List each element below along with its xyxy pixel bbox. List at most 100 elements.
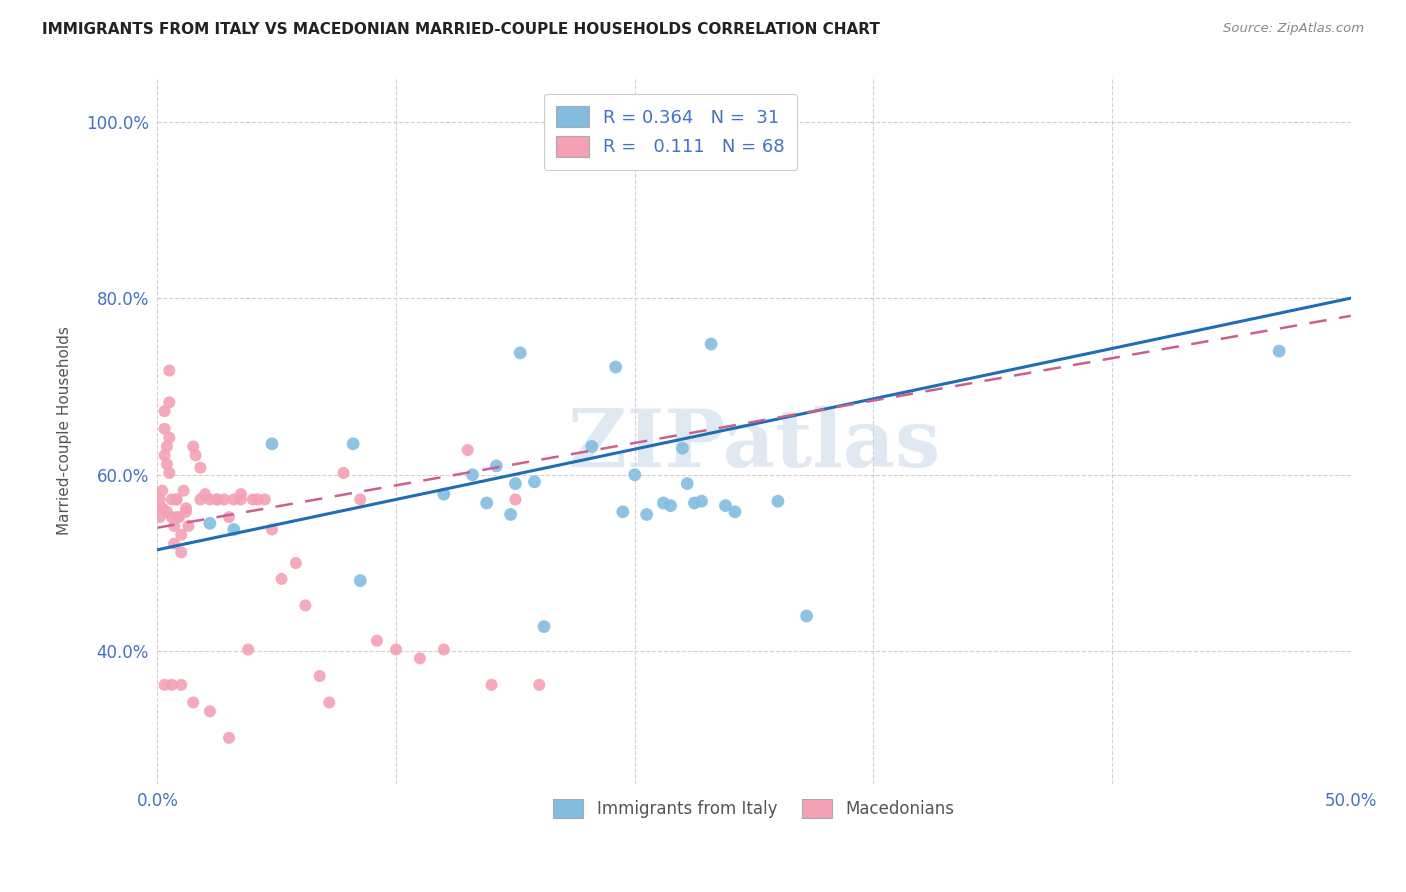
Point bbox=[676, 476, 699, 491]
Point bbox=[160, 510, 183, 524]
Point bbox=[170, 528, 193, 542]
Text: Source: ZipAtlas.com: Source: ZipAtlas.com bbox=[1223, 22, 1364, 36]
Point bbox=[671, 442, 693, 456]
Point bbox=[366, 633, 388, 648]
Point bbox=[181, 696, 204, 710]
Point bbox=[167, 510, 190, 524]
Point bbox=[160, 492, 183, 507]
Point bbox=[700, 337, 723, 351]
Point bbox=[659, 499, 682, 513]
Point bbox=[177, 519, 200, 533]
Point bbox=[385, 642, 408, 657]
Point bbox=[153, 422, 176, 436]
Point bbox=[166, 492, 188, 507]
Point bbox=[284, 556, 307, 570]
Point bbox=[149, 492, 172, 507]
Point bbox=[581, 440, 603, 454]
Point bbox=[163, 519, 186, 533]
Point bbox=[150, 501, 173, 516]
Point bbox=[724, 505, 747, 519]
Point bbox=[485, 458, 508, 473]
Point bbox=[499, 508, 522, 522]
Point bbox=[212, 492, 235, 507]
Point bbox=[222, 523, 245, 537]
Point bbox=[174, 505, 197, 519]
Point bbox=[690, 494, 713, 508]
Y-axis label: Married-couple Households: Married-couple Households bbox=[58, 326, 72, 535]
Point bbox=[157, 466, 180, 480]
Point bbox=[253, 492, 276, 507]
Point bbox=[156, 457, 179, 471]
Point bbox=[190, 460, 212, 475]
Point bbox=[605, 359, 627, 374]
Point bbox=[218, 731, 240, 745]
Point bbox=[156, 440, 179, 454]
Point bbox=[1268, 344, 1291, 359]
Point bbox=[796, 609, 818, 624]
Point bbox=[260, 437, 283, 451]
Point bbox=[153, 678, 176, 692]
Point bbox=[652, 496, 675, 510]
Point bbox=[198, 516, 221, 531]
Point bbox=[150, 501, 173, 516]
Point bbox=[173, 483, 195, 498]
Point bbox=[157, 431, 180, 445]
Text: IMMIGRANTS FROM ITALY VS MACEDONIAN MARRIED-COUPLE HOUSEHOLDS CORRELATION CHART: IMMIGRANTS FROM ITALY VS MACEDONIAN MARR… bbox=[42, 22, 880, 37]
Point bbox=[714, 499, 737, 513]
Point bbox=[318, 696, 340, 710]
Point bbox=[163, 536, 186, 550]
Point bbox=[766, 494, 789, 508]
Point bbox=[229, 487, 252, 501]
Point bbox=[190, 492, 212, 507]
Point bbox=[170, 678, 193, 692]
Point bbox=[332, 466, 354, 480]
Point bbox=[509, 346, 531, 360]
Legend: Immigrants from Italy, Macedonians: Immigrants from Italy, Macedonians bbox=[547, 792, 962, 825]
Point bbox=[198, 492, 221, 507]
Point bbox=[623, 467, 645, 482]
Point bbox=[683, 496, 706, 510]
Point bbox=[149, 510, 172, 524]
Point bbox=[342, 437, 364, 451]
Point bbox=[308, 669, 330, 683]
Point bbox=[523, 475, 546, 489]
Point bbox=[170, 545, 193, 559]
Point bbox=[461, 467, 484, 482]
Point bbox=[349, 492, 371, 507]
Point bbox=[529, 678, 551, 692]
Text: ZIPatlas: ZIPatlas bbox=[568, 406, 941, 483]
Point bbox=[156, 505, 179, 519]
Point bbox=[481, 678, 503, 692]
Point bbox=[222, 492, 245, 507]
Point bbox=[349, 574, 371, 588]
Point bbox=[205, 492, 228, 507]
Point bbox=[181, 440, 204, 454]
Point bbox=[184, 448, 207, 462]
Point bbox=[150, 483, 173, 498]
Point bbox=[157, 363, 180, 377]
Point bbox=[242, 492, 264, 507]
Point bbox=[153, 404, 176, 418]
Point bbox=[218, 510, 240, 524]
Point bbox=[205, 492, 228, 507]
Point bbox=[160, 678, 183, 692]
Point bbox=[153, 448, 176, 462]
Point bbox=[409, 651, 432, 665]
Point bbox=[270, 572, 292, 586]
Point bbox=[475, 496, 498, 510]
Point bbox=[505, 476, 527, 491]
Point bbox=[157, 395, 180, 409]
Point bbox=[198, 704, 221, 718]
Point bbox=[229, 492, 252, 507]
Point bbox=[236, 642, 259, 657]
Point bbox=[433, 487, 456, 501]
Point bbox=[246, 492, 269, 507]
Point bbox=[174, 501, 197, 516]
Point bbox=[194, 487, 217, 501]
Point bbox=[433, 642, 456, 657]
Point bbox=[166, 492, 188, 507]
Point bbox=[505, 492, 527, 507]
Point bbox=[260, 523, 283, 537]
Point bbox=[612, 505, 634, 519]
Point bbox=[294, 599, 316, 613]
